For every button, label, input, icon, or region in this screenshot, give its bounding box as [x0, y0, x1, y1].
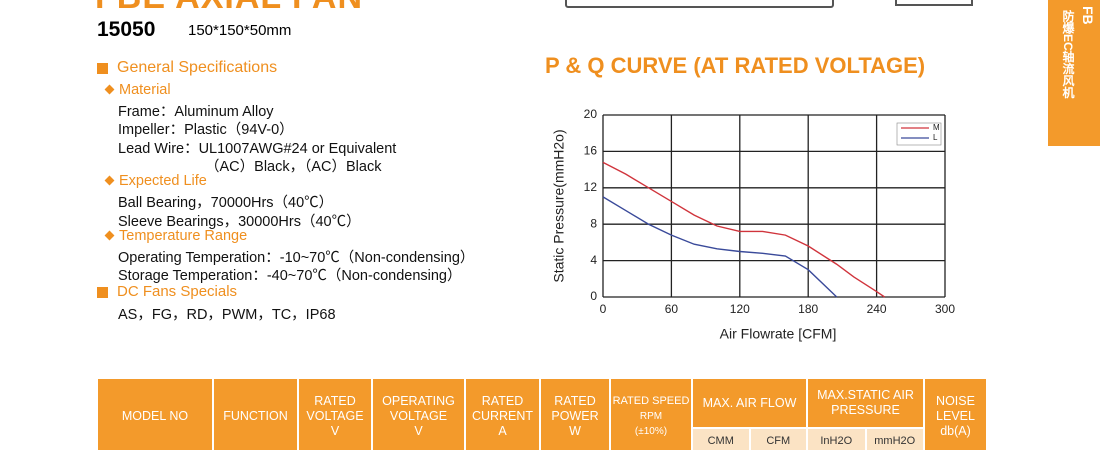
legend-label: M — [933, 123, 940, 132]
model: 15050 — [97, 18, 156, 41]
header-text: RATED SPEED — [612, 394, 690, 407]
y-tick-label: 12 — [584, 180, 598, 194]
y-tick-label: 16 — [584, 144, 598, 158]
x-tick-label: 300 — [935, 302, 955, 316]
header-text: VOLTAGE — [306, 408, 364, 423]
header-text: FUNCTION — [223, 408, 288, 423]
header-cell: OPERATING VOLTAGE V — [372, 378, 465, 450]
header-text: MODEL NO — [121, 408, 189, 423]
spec-line: Ball Bearing，70000Hrs（40℃） — [118, 195, 334, 212]
bracket-image-edge — [895, 0, 973, 6]
header-cell: RATED CURRENT A — [465, 378, 540, 450]
header-cell: RATED VOLTAGE V — [298, 378, 372, 450]
header-text: db(A) — [940, 423, 971, 438]
side-tab: 防爆EC轴流风机 FB — [1048, 0, 1100, 146]
header-text: PRESSURE — [831, 403, 900, 417]
spec-line: Lead Wire：UL1007AWG#24 or Equivalent — [118, 140, 397, 157]
y-tick-label: 20 — [584, 107, 598, 121]
header-cell: MODEL NO — [97, 378, 213, 450]
header-text: MAX. AIR FLOW — [702, 395, 797, 410]
header-cell: RATED SPEED RPM (±10%) — [610, 378, 692, 450]
header-cell: MAX.STATIC AIR PRESSURE — [807, 378, 924, 428]
header-text: VOLTAGE — [389, 408, 448, 423]
y-tick-label: 4 — [590, 253, 597, 267]
sub-header-cell: CFM — [749, 428, 807, 450]
spec-line: （AC）Black，（AC）Black — [205, 158, 382, 175]
spec-group-title: Expected Life — [119, 173, 207, 190]
chart: 0 4 8 12 16 20 0 60 120 180 240 300 Air Flowrate [CF… — [551, 107, 956, 342]
spec-line: Impeller：Plastic（94V-0） — [118, 122, 294, 139]
spec-heading: General Specifications — [117, 59, 278, 76]
y-axis-label: Static Pressure(mmH2o) — [551, 129, 567, 282]
header-text: V — [414, 423, 423, 438]
header-text: (±10%) — [634, 425, 668, 437]
side-tab-label: 防爆EC轴流风机 — [1061, 10, 1075, 99]
size: 150*150*50mm — [188, 22, 292, 39]
spec-group-title: Temperature Range — [119, 227, 248, 244]
square-bullet — [97, 287, 108, 299]
header-cell: MAX. AIR FLOW — [692, 378, 807, 428]
header-text: V — [330, 423, 340, 438]
x-tick-label: 180 — [798, 302, 818, 316]
header-text: MAX.STATIC AIR — [817, 388, 914, 402]
header-cell: NOISE LEVEL db(A) — [924, 378, 987, 450]
header-text: LEVEL — [936, 408, 975, 423]
header-text: RATED — [481, 393, 524, 408]
header-text: POWER — [551, 408, 599, 423]
spec-heading: DC Fans Specials — [117, 283, 238, 301]
square-bullet — [97, 63, 108, 74]
spec-line: Sleeve Bearings，30000Hrs（40℃） — [118, 213, 361, 230]
header-text: A — [498, 423, 507, 438]
sub-header-cell: InH2O — [807, 428, 866, 450]
page-title: FBE AXIAL FAN — [95, 0, 363, 17]
header-text: RATED — [554, 393, 596, 408]
header-cell: FUNCTION — [213, 378, 298, 450]
header-cell: RATED POWER W — [540, 378, 610, 450]
header-text: CURRENT — [471, 408, 534, 423]
legend-label: L — [933, 133, 938, 142]
x-tick-label: 120 — [730, 302, 750, 316]
header-text: NOISE — [936, 393, 975, 408]
series-line — [602, 196, 838, 298]
y-tick-label: 0 — [590, 289, 597, 303]
x-tick-label: 60 — [665, 302, 679, 316]
product-image-edge — [565, 0, 834, 8]
spec-line: Operating Temperation：-10~70℃（Non-conden… — [118, 249, 475, 266]
side-tab-code: FB — [1080, 6, 1096, 25]
header-text: RPM — [639, 410, 663, 422]
spec-line: Frame：Aluminum Alloy — [118, 104, 274, 120]
x-axis-label: Air Flowrate [CFM] — [720, 326, 837, 342]
header-text: OPERATING — [382, 393, 455, 408]
series-line — [602, 161, 885, 298]
header-text: RATED — [314, 393, 356, 408]
sub-header-cell: CMM — [692, 428, 750, 450]
spec-line: AS，FG，RD，PWM，TC，IP68 — [118, 307, 336, 324]
x-tick-label: 0 — [600, 302, 607, 316]
spec-line: Storage Temperation：-40~70℃（Non-condensi… — [118, 268, 462, 285]
x-tick-label: 240 — [867, 302, 887, 316]
y-tick-label: 8 — [590, 216, 597, 230]
header-text: W — [569, 423, 581, 438]
chart-title: P & Q CURVE (AT RATED VOLTAGE) — [545, 53, 926, 78]
sub-header-cell: mmH2O — [865, 428, 924, 450]
spec-group-title: Material — [119, 82, 171, 98]
